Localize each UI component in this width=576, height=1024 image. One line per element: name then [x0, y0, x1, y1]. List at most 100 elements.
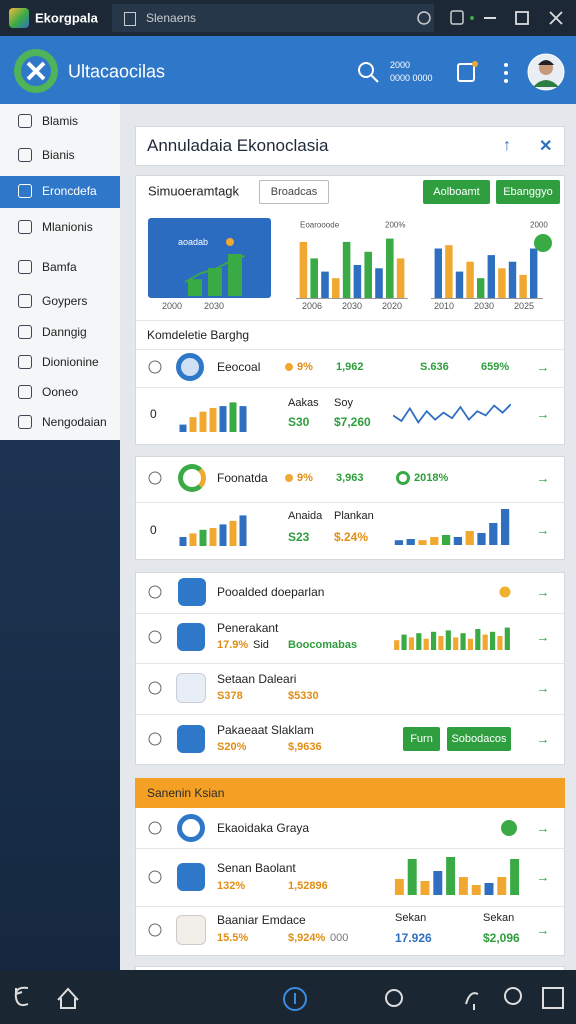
logo [14, 49, 58, 93]
radio[interactable] [148, 821, 162, 835]
action-button[interactable]: Aolboamt [423, 180, 490, 204]
baseline [431, 298, 543, 299]
sidebar-item[interactable]: Eroncdefa [42, 184, 97, 198]
row-index: 0 [150, 523, 157, 537]
bar [209, 407, 217, 432]
bar [510, 859, 520, 895]
row-button[interactable]: Sobodacos [447, 727, 511, 751]
bar [418, 540, 427, 545]
center-button[interactable] [283, 987, 307, 1011]
sidebar-icon [18, 294, 32, 308]
status-dot [499, 586, 511, 598]
menu-dot[interactable] [504, 63, 508, 67]
row-arrow[interactable]: → [536, 359, 550, 375]
sidebar-item[interactable]: Mlanionis [42, 220, 93, 234]
radio[interactable] [148, 471, 162, 485]
header-stat: 0000 0000 [390, 73, 433, 83]
notify-icon[interactable] [457, 63, 475, 82]
row-value: Boocomabas [288, 639, 358, 651]
row-icon [177, 814, 205, 842]
bar [406, 539, 415, 545]
sidebar-item[interactable]: Dionionine [42, 355, 99, 369]
bar [519, 274, 527, 298]
bottom-bar [0, 970, 576, 1024]
row-pct: S20% [217, 741, 247, 753]
radio[interactable] [148, 681, 162, 695]
row-value: $,924% [288, 932, 326, 944]
row-arrow[interactable]: → [536, 406, 550, 422]
divider [135, 613, 565, 614]
close[interactable] [549, 11, 563, 25]
chart [299, 238, 405, 298]
bar [229, 520, 237, 546]
radio[interactable] [148, 870, 162, 884]
row-arrow[interactable]: → [536, 584, 550, 600]
window-controls [417, 10, 563, 25]
row-button[interactable]: Furn [403, 727, 440, 751]
radio[interactable] [148, 630, 162, 644]
bar [342, 241, 351, 298]
bar [188, 279, 202, 296]
radio[interactable] [148, 732, 162, 746]
sidebar-item[interactable]: Danngig [42, 325, 87, 339]
search-icon[interactable] [356, 60, 380, 84]
bar [445, 630, 451, 650]
collapse-button[interactable]: ↑ [503, 137, 511, 154]
radio[interactable] [148, 585, 162, 599]
sidebar-item[interactable]: Nengodaian [42, 415, 107, 429]
divider [135, 349, 565, 350]
action-button[interactable]: Ebanggyo [496, 180, 560, 204]
bar [310, 258, 318, 298]
tab[interactable] [112, 4, 434, 32]
home-button[interactable] [57, 987, 79, 1009]
bar [228, 254, 242, 296]
close-button[interactable]: ✕ [539, 138, 553, 155]
bar [467, 638, 474, 650]
radio[interactable] [148, 923, 162, 937]
row-arrow[interactable]: → [536, 470, 550, 486]
row-arrow[interactable]: → [536, 820, 550, 836]
nav-icon[interactable] [465, 992, 479, 1010]
avatar[interactable] [527, 53, 565, 91]
bar [408, 637, 415, 650]
x-label: 2030 [342, 301, 363, 311]
nav-icon[interactable] [504, 987, 522, 1005]
row-name: Pakaeaat Slaklam [217, 723, 314, 737]
sidebar-item[interactable]: Goypers [42, 294, 88, 308]
row-icon [176, 673, 206, 703]
control-icon[interactable] [417, 11, 431, 25]
nav-icon[interactable] [542, 987, 564, 1009]
row-value: S30 [288, 415, 310, 429]
row-name: Baaniar Emdace [217, 913, 306, 927]
bar [500, 509, 510, 545]
maximize[interactable] [515, 11, 529, 25]
row-arrow[interactable]: → [536, 629, 550, 645]
sidebar-item[interactable]: Bianis [42, 148, 75, 162]
row-arrow[interactable]: → [536, 522, 550, 538]
bar [498, 268, 506, 298]
control-icon[interactable] [450, 10, 464, 25]
nav-icon[interactable] [385, 989, 403, 1007]
row-arrow[interactable]: → [536, 922, 550, 938]
bar [529, 248, 538, 298]
row-unit: Sid [253, 639, 269, 651]
filter-button[interactable]: Broadcas [259, 180, 329, 204]
sidebar-item[interactable]: Blamis [42, 114, 79, 128]
row-growth: 659% [481, 361, 510, 373]
section-title: Sanenin Ksian [147, 786, 225, 800]
bar [209, 528, 217, 546]
row-name: Foonatda [217, 471, 268, 485]
back-button[interactable] [14, 986, 29, 1007]
check-icon [534, 234, 552, 252]
bar [476, 278, 485, 298]
baseline [296, 298, 408, 299]
row-arrow[interactable]: → [536, 680, 550, 696]
sidebar-item[interactable]: Ooneo [42, 385, 79, 399]
row-arrow[interactable]: → [536, 869, 550, 885]
divider [135, 906, 565, 907]
sidebar-icon [18, 148, 32, 162]
sidebar-item[interactable]: Bamfa [42, 260, 77, 274]
radio[interactable] [148, 360, 162, 374]
row-arrow[interactable]: → [536, 731, 550, 747]
chart [179, 402, 247, 432]
